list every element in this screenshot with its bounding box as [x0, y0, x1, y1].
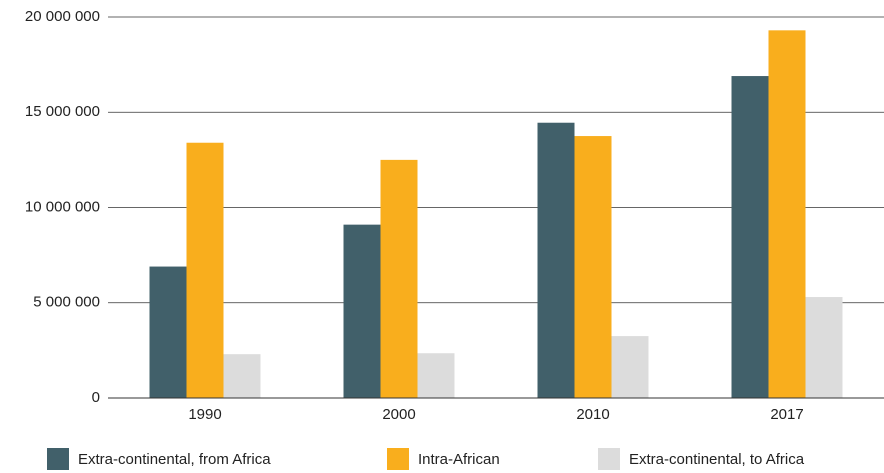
legend-swatch [387, 448, 409, 470]
bar [537, 122, 575, 398]
legend-swatch [598, 448, 620, 470]
x-tick-label: 2010 [576, 406, 609, 423]
legend-label: Extra-continental, from Africa [78, 451, 271, 468]
y-tick-label: 15 000 000 [25, 103, 100, 120]
x-tick-label: 1990 [188, 406, 221, 423]
bar [805, 297, 843, 398]
bar [380, 159, 418, 398]
bar [731, 76, 769, 399]
y-tick-label: 20 000 000 [25, 8, 100, 25]
bar [768, 30, 806, 399]
legend-swatch [47, 448, 69, 470]
bar [611, 336, 649, 398]
x-tick-label: 2017 [770, 406, 803, 423]
bar [186, 142, 224, 398]
bar [223, 354, 261, 398]
x-tick-label: 2000 [382, 406, 415, 423]
bar [574, 136, 612, 398]
bar [149, 266, 187, 398]
legend-label: Intra-African [418, 451, 500, 468]
y-tick-label: 5 000 000 [33, 294, 100, 311]
y-tick-label: 0 [92, 389, 100, 406]
legend-label: Extra-continental, to Africa [629, 451, 805, 468]
bar [417, 353, 455, 398]
y-tick-label: 10 000 000 [25, 198, 100, 215]
bar [343, 224, 381, 398]
